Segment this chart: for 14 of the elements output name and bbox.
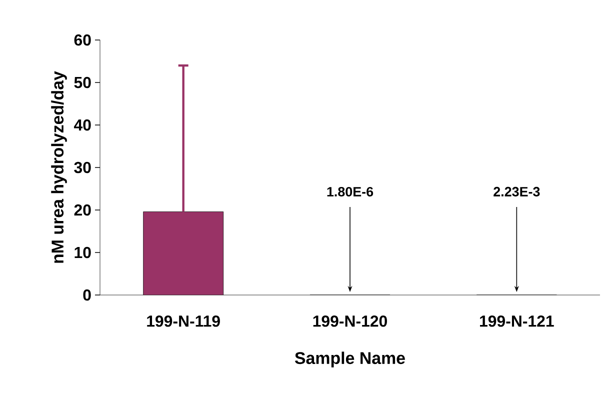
y-tick-label: 0: [83, 289, 91, 301]
y-tick-label: 30: [74, 162, 91, 174]
y-tick-label: 50: [74, 76, 91, 88]
x-tick-label: 199-N-120: [313, 316, 387, 327]
y-tick-label: 40: [74, 119, 91, 131]
y-axis-title: nM urea hydrolyzed/day: [51, 71, 67, 263]
y-tick-label: 10: [74, 246, 91, 258]
y-tick-label: 20: [74, 204, 91, 216]
y-tick-label: 60: [74, 34, 91, 46]
data-label: 2.23E-3: [494, 186, 540, 196]
x-tick-label: 199-N-121: [480, 316, 554, 327]
x-tick-label: 199-N-119: [147, 316, 220, 327]
data-label: 1.80E-6: [327, 186, 374, 196]
x-axis-title: Sample Name: [294, 352, 405, 368]
